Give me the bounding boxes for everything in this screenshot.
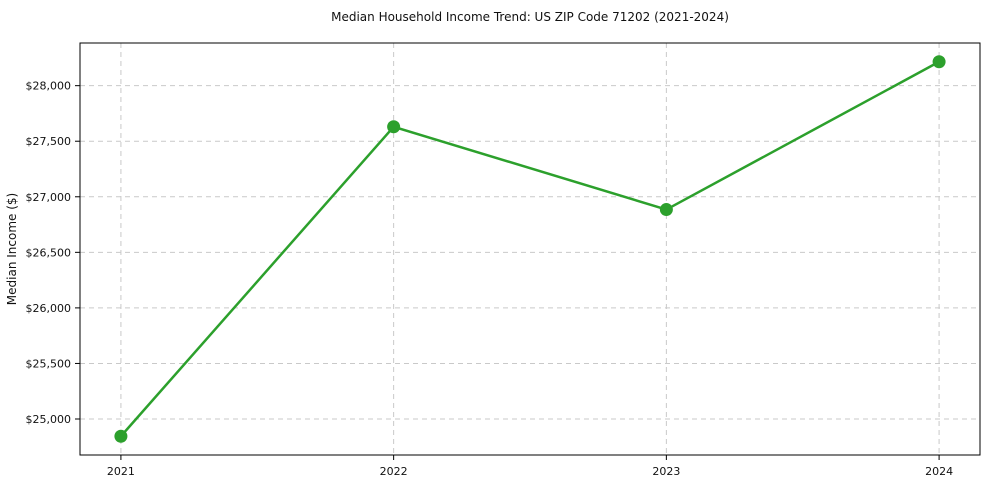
- series-layer: [114, 55, 946, 443]
- plot-border: [79, 42, 981, 456]
- y-tick-label: $26,500: [26, 246, 72, 259]
- y-axis-title: Median Income ($): [5, 193, 19, 305]
- x-tick-label: 2024: [925, 465, 953, 478]
- y-tick-label: $28,000: [26, 80, 72, 93]
- data-point-marker: [387, 120, 401, 134]
- x-tick-label: 2023: [652, 465, 680, 478]
- x-tick-label: 2021: [107, 465, 135, 478]
- x-tick-label: 2022: [380, 465, 408, 478]
- y-tick-label: $27,000: [26, 191, 72, 204]
- tick-layer: $25,000 $25,500 $26,000 $26,500 $27,000 $27,5…: [26, 80, 954, 478]
- data-point-marker: [932, 55, 946, 69]
- data-point-marker: [114, 429, 128, 443]
- y-tick-label: $25,000: [26, 413, 72, 426]
- y-tick-label: $27,500: [26, 135, 72, 148]
- income-trend-line: [119, 60, 941, 438]
- grid-layer: [80, 43, 980, 455]
- y-tick-label: $26,000: [26, 302, 72, 315]
- chart-title: Median Household Income Trend: US ZIP Co…: [331, 10, 729, 24]
- data-point-marker: [659, 203, 673, 217]
- y-tick-label: $25,500: [26, 357, 72, 370]
